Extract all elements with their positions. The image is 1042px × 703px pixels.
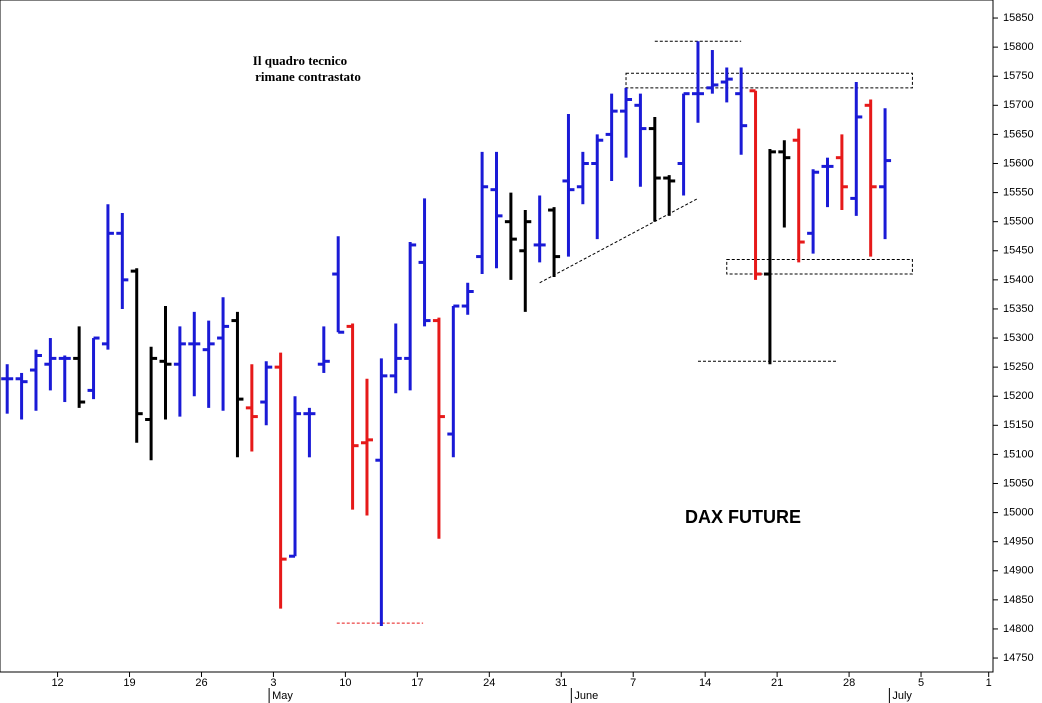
level-box	[726, 258, 913, 275]
x-tick-label: 1	[986, 677, 992, 689]
x-tick-label: 10	[339, 677, 351, 689]
y-tick-label: 15550	[1003, 186, 1034, 198]
y-tick-label: 15100	[1003, 448, 1034, 460]
x-tick-label: 21	[771, 677, 783, 689]
x-tick-label: 14	[699, 677, 711, 689]
x-tick-label: 31	[555, 677, 567, 689]
month-label: July	[892, 690, 912, 702]
y-tick-label: 14850	[1003, 594, 1034, 606]
y-tick-label: 15500	[1003, 216, 1034, 228]
y-tick-label: 15450	[1003, 245, 1034, 257]
x-tick-label: 3	[270, 677, 276, 689]
y-tick-label: 15050	[1003, 477, 1034, 489]
y-tick-label: 15800	[1003, 41, 1034, 53]
y-tick-label: 15700	[1003, 99, 1034, 111]
y-tick-label: 15850	[1003, 12, 1034, 24]
plot-frame	[0, 0, 994, 673]
y-tick-label: 14800	[1003, 623, 1034, 635]
month-label: June	[574, 690, 598, 702]
x-tick-label: 19	[123, 677, 135, 689]
y-tick-label: 15750	[1003, 70, 1034, 82]
y-tick-label: 15250	[1003, 361, 1034, 373]
x-tick-label: 24	[483, 677, 495, 689]
y-tick-label: 15150	[1003, 419, 1034, 431]
y-tick-label: 15400	[1003, 274, 1034, 286]
x-tick-label: 17	[411, 677, 423, 689]
y-tick-label: 15600	[1003, 157, 1034, 169]
month-label: May	[272, 690, 293, 702]
y-tick-label: 15200	[1003, 390, 1034, 402]
y-tick-label: 15000	[1003, 506, 1034, 518]
y-tick-label: 14950	[1003, 536, 1034, 548]
y-tick-label: 14750	[1003, 652, 1034, 664]
y-tick-label: 14900	[1003, 565, 1034, 577]
x-tick-label: 28	[843, 677, 855, 689]
y-tick-label: 15650	[1003, 128, 1034, 140]
x-tick-label: 5	[918, 677, 924, 689]
x-tick-label: 12	[51, 677, 63, 689]
annotation: rimane contrastato	[255, 69, 361, 84]
x-tick-label: 7	[630, 677, 636, 689]
annotation: Il quadro tecnico	[253, 53, 347, 68]
y-tick-label: 15300	[1003, 332, 1034, 344]
y-tick-label: 15350	[1003, 303, 1034, 315]
x-tick-label: 26	[195, 677, 207, 689]
chart-title: DAX FUTURE	[685, 507, 801, 527]
